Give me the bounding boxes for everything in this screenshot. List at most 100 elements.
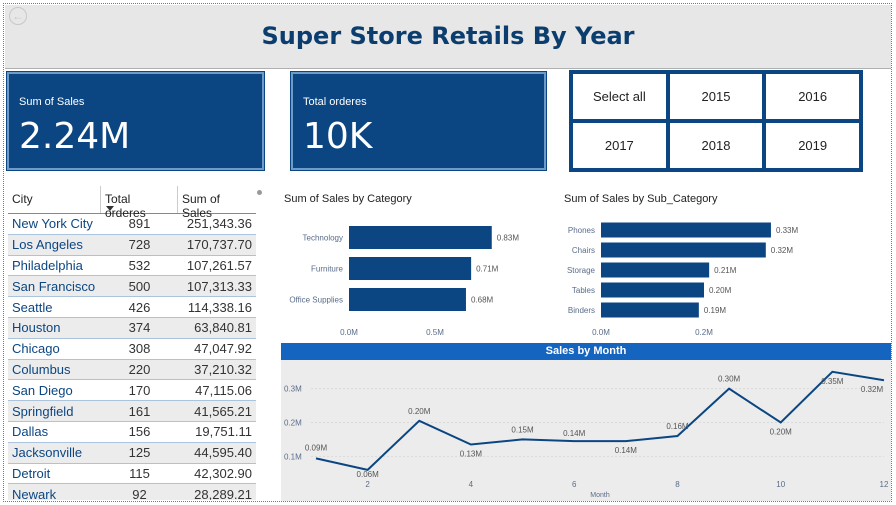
subcategory-x-tick: 0.0M <box>592 328 610 337</box>
year-option-2016[interactable]: 2016 <box>766 74 859 119</box>
sales-cell: 19,751.11 <box>195 424 252 440</box>
column-header-sales[interactable]: Sum of Sales <box>182 192 221 220</box>
city-cell: Dallas <box>12 424 49 440</box>
subcategory-bar <box>601 282 704 298</box>
sales-cell: 28,289.21 <box>194 486 252 500</box>
city-table: City Total orderes Sum of Sales New York… <box>8 186 256 500</box>
year-option-2015[interactable]: 2015 <box>669 74 763 119</box>
city-cell: Los Angeles <box>12 237 83 253</box>
orders-cell: 92 <box>132 486 147 500</box>
orders-cell: 426 <box>128 299 151 315</box>
sales-cell: 107,313.33 <box>186 278 252 294</box>
table-row[interactable]: Detroit 115 42,302.90 <box>8 464 256 485</box>
scrollbar-thumb[interactable] <box>257 190 262 195</box>
sales-cell: 63,840.81 <box>194 320 252 336</box>
category-data-label: 0.71M <box>476 265 499 274</box>
year-option-2017[interactable]: 2017 <box>573 123 666 168</box>
month-data-label: 0.20M <box>770 428 793 437</box>
month-data-label: 0.35M <box>821 377 844 386</box>
month-data-label: 0.06M <box>357 470 380 479</box>
table-row[interactable]: Chicago 308 47,047.92 <box>8 339 256 360</box>
orders-cell: 161 <box>128 403 151 419</box>
orders-cell: 891 <box>128 216 151 232</box>
orders-cell: 308 <box>128 341 151 357</box>
orders-cell: 728 <box>128 237 151 253</box>
table-row[interactable]: Dallas 156 19,751.11 <box>8 422 256 443</box>
month-data-label: 0.15M <box>511 425 534 434</box>
category-data-label: 0.83M <box>497 234 520 243</box>
city-cell: Seattle <box>12 299 53 315</box>
city-cell: Philadelphia <box>12 257 83 273</box>
category-bar <box>349 288 466 311</box>
report-title: Super Store Retails By Year <box>261 22 635 50</box>
subcategory-data-label: 0.33M <box>776 226 799 235</box>
month-data-label: 0.30M <box>718 375 741 384</box>
month-line-chart: 0.1M 0.2M 0.3M 0.09M 0.06M 0.20M 0.13M 0.15M 0.1… <box>284 370 889 499</box>
month-chart-panel <box>281 343 891 501</box>
table-row[interactable]: Springfield 161 41,565.21 <box>8 401 256 422</box>
orders-card-value: 10K <box>303 116 373 157</box>
orders-cell: 156 <box>128 424 151 440</box>
month-data-label: 0.32M <box>861 385 884 394</box>
month-series-line <box>315 370 885 471</box>
report-canvas <box>3 3 892 502</box>
subcategory-bar <box>601 262 710 278</box>
subcategory-category-label: Phones <box>568 226 595 235</box>
sales-cell: 37,210.32 <box>194 361 252 377</box>
back-arrow-icon[interactable]: ← <box>9 7 27 25</box>
subcategory-category-label: Storage <box>567 266 596 275</box>
sales-cell: 41,565.21 <box>194 403 252 419</box>
table-row[interactable]: Columbus 220 37,210.32 <box>8 359 256 381</box>
sort-desc-icon[interactable] <box>106 206 114 211</box>
table-row[interactable]: Philadelphia 532 107,261.57 <box>8 256 256 277</box>
month-y-tick: 0.3M <box>284 385 302 394</box>
month-x-tick: 12 <box>880 480 889 489</box>
city-cell: San Francisco <box>12 278 96 294</box>
month-x-tick: 8 <box>675 480 680 489</box>
month-x-axis-label: Month <box>590 492 610 499</box>
category-data-label: 0.68M <box>471 296 494 305</box>
orders-cell: 500 <box>128 278 151 294</box>
category-bar <box>349 257 472 280</box>
category-x-tick: 0.0M <box>340 328 358 337</box>
month-x-tick: 2 <box>365 480 370 489</box>
city-cell: New York City <box>12 216 93 232</box>
table-row[interactable]: Seattle 426 114,338.16 <box>8 297 256 318</box>
month-data-label: 0.20M <box>408 407 431 416</box>
sales-cell: 47,047.92 <box>194 341 252 357</box>
sales-cell: 114,338.16 <box>187 299 252 315</box>
table-row[interactable]: Jacksonville 125 44,595.40 <box>8 442 256 464</box>
table-row[interactable]: San Francisco 500 107,313.33 <box>8 276 256 298</box>
year-option-select-all[interactable]: Select all <box>573 74 666 119</box>
city-cell: Chicago <box>12 341 60 357</box>
subcategory-bar <box>601 302 699 318</box>
column-header-orders[interactable]: Total orderes <box>101 186 178 220</box>
table-row[interactable]: New York City 891 251,343.36 <box>8 214 256 235</box>
city-cell: San Diego <box>12 382 73 398</box>
sales-card-label: Sum of Sales <box>19 96 85 108</box>
month-data-label: 0.16M <box>666 422 689 431</box>
year-option-2019[interactable]: 2019 <box>766 123 859 168</box>
year-option-2018[interactable]: 2018 <box>669 123 763 168</box>
title-bar: Super Store Retails By Year <box>5 5 891 69</box>
sales-card[interactable]: Sum of Sales 2.24M <box>6 71 265 171</box>
column-header-city[interactable]: City <box>8 186 101 213</box>
sales-card-value: 2.24M <box>19 116 131 157</box>
orders-card[interactable]: Total orderes 10K <box>290 71 547 171</box>
year-slicer: Select all 2015 2016 2017 2018 2019 <box>569 70 863 172</box>
orders-cell: 170 <box>128 382 151 398</box>
subcategory-data-label: 0.21M <box>714 266 737 275</box>
category-chart-title: Sum of Sales by Category <box>284 193 412 205</box>
category-bar-chart: Technology 0.83M Furniture 0.71M Office Supp… <box>289 226 520 337</box>
subcategory-bar <box>601 242 766 258</box>
city-cell: Newark <box>12 486 57 500</box>
table-row[interactable]: Newark 92 28,289.21 <box>8 484 256 500</box>
month-data-label: 0.13M <box>460 449 483 458</box>
table-row[interactable]: San Diego 170 47,115.06 <box>8 380 256 402</box>
category-category-label: Technology <box>303 234 343 243</box>
month-chart-title: Sales by Month <box>281 343 891 360</box>
orders-card-label: Total orderes <box>303 96 367 108</box>
table-row[interactable]: Houston 374 63,840.81 <box>8 317 256 339</box>
city-cell: Detroit <box>12 465 51 481</box>
table-row[interactable]: Los Angeles 728 170,737.70 <box>8 234 256 256</box>
